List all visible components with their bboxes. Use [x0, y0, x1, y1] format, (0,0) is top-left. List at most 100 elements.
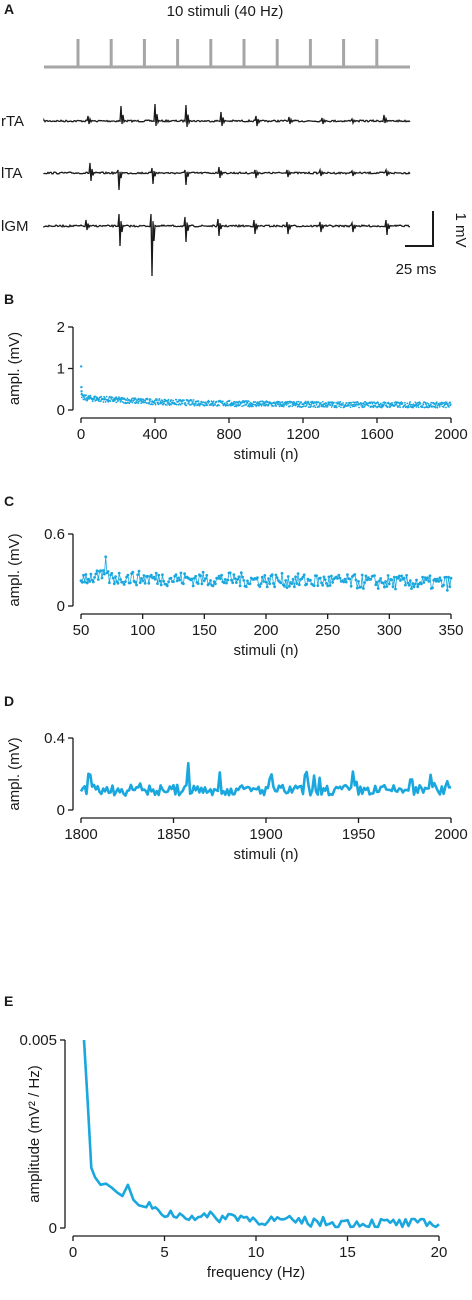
b-point: [252, 403, 255, 406]
e-x-tick-label: 15: [339, 1244, 356, 1261]
b-point: [170, 403, 173, 406]
b-point: [249, 401, 252, 404]
b-points: [79, 365, 452, 409]
d-y-tick-label: 0.4: [44, 730, 65, 747]
b-point: [415, 406, 418, 408]
b-point: [137, 402, 140, 405]
e-x-tick-label: 0: [69, 1244, 77, 1261]
b-point: [330, 406, 333, 408]
b-point: [377, 401, 380, 404]
b-point: [221, 402, 224, 405]
b-y-tick-label: 2: [57, 319, 65, 336]
b-point: [195, 403, 197, 405]
b-point: [315, 403, 318, 406]
b-point: [338, 405, 340, 408]
b-point: [246, 402, 249, 404]
b-point: [197, 402, 200, 405]
b-point: [354, 405, 357, 407]
b-point: [299, 402, 301, 405]
b-point: [273, 401, 276, 404]
b-point: [445, 406, 447, 409]
b-point: [434, 406, 437, 409]
b-point: [449, 401, 451, 404]
b-point: [163, 402, 166, 405]
b-point: [108, 397, 110, 399]
c-points: [79, 555, 453, 592]
b-point: [408, 406, 410, 408]
b-point: [208, 401, 211, 403]
b-point: [237, 401, 240, 404]
b-point: [278, 405, 281, 408]
c-x-tick-label: 300: [377, 622, 402, 639]
b-point: [418, 403, 420, 406]
b-point: [82, 398, 85, 401]
b-point: [447, 404, 450, 407]
b-point: [115, 401, 118, 404]
b-point: [237, 403, 240, 405]
b-point: [138, 400, 140, 403]
b-point: [144, 399, 147, 402]
b-point: [434, 405, 437, 407]
b-point: [93, 397, 96, 400]
b-point: [85, 394, 87, 397]
c-x-tick-label: 150: [192, 622, 217, 639]
d-x-label: stimuli (n): [233, 846, 298, 863]
b-point: [149, 398, 152, 401]
b-point: [398, 404, 401, 406]
b-point: [372, 406, 375, 409]
b-x-label: stimuli (n): [233, 446, 298, 463]
b-point: [320, 402, 322, 404]
b-point: [445, 401, 448, 404]
b-point: [146, 398, 149, 401]
d-x-tick-label: 2000: [434, 826, 467, 843]
b-point: [235, 405, 238, 408]
b-point: [102, 401, 105, 403]
b-point: [446, 403, 449, 405]
e-x-tick-label: 10: [248, 1244, 265, 1261]
chart-b: 0 400 800 1200 1600 2000 0 1 2 stimuli (n) ampl. (…: [6, 319, 468, 463]
b-point: [97, 400, 100, 402]
b-point: [233, 403, 236, 405]
b-point: [83, 396, 85, 399]
b-point: [197, 400, 200, 402]
b-point: [409, 401, 411, 403]
b-point: [156, 398, 158, 401]
b-point: [175, 398, 178, 401]
b-point: [449, 403, 452, 406]
b-point: [234, 402, 237, 404]
b-point: [190, 399, 193, 401]
b-point: [349, 406, 352, 409]
b-point: [335, 401, 337, 404]
b-point: [343, 406, 346, 408]
c-point: [449, 576, 453, 580]
b-point: [205, 402, 208, 405]
e-series-line: [82, 1039, 440, 1229]
b-point: [397, 405, 400, 407]
b-x-tick-label: 0: [77, 426, 85, 443]
stim-title: 10 stimuli (40 Hz): [167, 3, 284, 20]
b-point: [399, 406, 401, 409]
b-point: [154, 402, 157, 405]
b-point: [325, 402, 328, 404]
b-point: [421, 406, 424, 409]
b-point: [185, 404, 188, 407]
b-point: [281, 401, 284, 403]
c-x-tick-label: 350: [438, 622, 463, 639]
b-point: [321, 400, 324, 403]
b-point: [417, 406, 420, 409]
b-point: [248, 405, 251, 408]
b-point: [442, 406, 445, 408]
b-point: [91, 400, 94, 403]
b-point: [278, 403, 280, 406]
b-point: [427, 402, 430, 405]
b-point: [438, 405, 441, 408]
b-point: [357, 401, 359, 404]
b-point: [152, 403, 154, 406]
b-point: [435, 403, 437, 406]
b-point: [274, 402, 277, 405]
b-point: [186, 399, 189, 402]
c-series-line: [80, 556, 452, 591]
b-point: [179, 403, 182, 406]
b-point: [331, 404, 334, 407]
d-x-tick-label: 1850: [157, 826, 190, 843]
